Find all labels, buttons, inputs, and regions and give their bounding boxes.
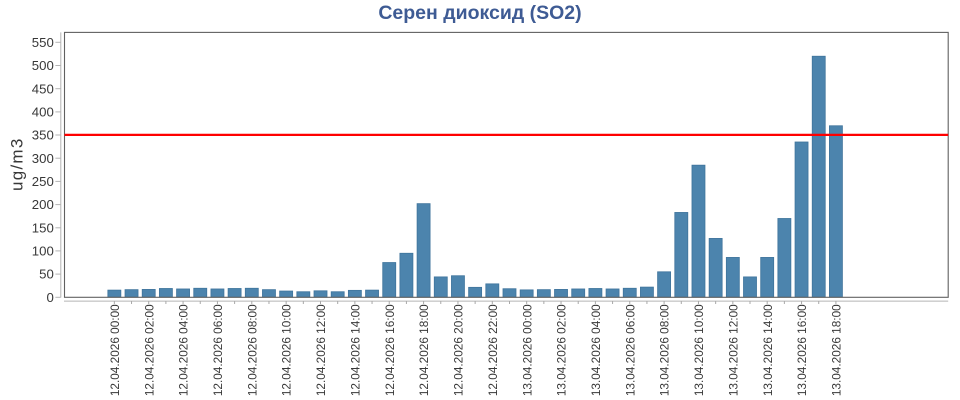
svg-text:13.04.2026 12:00: 13.04.2026 12:00 bbox=[726, 304, 740, 396]
svg-text:0: 0 bbox=[46, 290, 53, 305]
svg-text:200: 200 bbox=[32, 197, 54, 212]
svg-text:13.04.2026 04:00: 13.04.2026 04:00 bbox=[589, 304, 603, 396]
svg-text:ug/m3: ug/m3 bbox=[8, 137, 27, 191]
svg-text:12.04.2026 16:00: 12.04.2026 16:00 bbox=[383, 304, 397, 396]
svg-text:12.04.2026 22:00: 12.04.2026 22:00 bbox=[486, 304, 500, 396]
svg-text:300: 300 bbox=[32, 151, 54, 166]
svg-text:13.04.2026 00:00: 13.04.2026 00:00 bbox=[520, 304, 534, 396]
svg-text:13.04.2026 06:00: 13.04.2026 06:00 bbox=[623, 304, 637, 396]
svg-text:13.04.2026 14:00: 13.04.2026 14:00 bbox=[761, 304, 775, 396]
svg-text:12.04.2026 08:00: 12.04.2026 08:00 bbox=[245, 304, 259, 396]
svg-text:13.04.2026 18:00: 13.04.2026 18:00 bbox=[830, 304, 844, 396]
svg-text:12.04.2026 18:00: 12.04.2026 18:00 bbox=[417, 304, 431, 396]
svg-text:150: 150 bbox=[32, 220, 54, 235]
svg-text:12.04.2026 02:00: 12.04.2026 02:00 bbox=[142, 304, 156, 396]
svg-text:550: 550 bbox=[32, 35, 54, 50]
svg-text:13.04.2026 10:00: 13.04.2026 10:00 bbox=[692, 304, 706, 396]
svg-text:350: 350 bbox=[32, 128, 54, 143]
svg-text:13.04.2026 16:00: 13.04.2026 16:00 bbox=[795, 304, 809, 396]
svg-text:12.04.2026 06:00: 12.04.2026 06:00 bbox=[211, 304, 225, 396]
svg-text:12.04.2026 10:00: 12.04.2026 10:00 bbox=[280, 304, 294, 396]
svg-text:50: 50 bbox=[39, 267, 54, 282]
svg-text:12.04.2026 12:00: 12.04.2026 12:00 bbox=[314, 304, 328, 396]
svg-text:12.04.2026 00:00: 12.04.2026 00:00 bbox=[108, 304, 122, 396]
svg-text:13.04.2026 08:00: 13.04.2026 08:00 bbox=[658, 304, 672, 396]
svg-text:250: 250 bbox=[32, 174, 54, 189]
svg-text:100: 100 bbox=[32, 244, 54, 259]
svg-text:12.04.2026 20:00: 12.04.2026 20:00 bbox=[452, 304, 466, 396]
svg-text:12.04.2026 04:00: 12.04.2026 04:00 bbox=[177, 304, 191, 396]
svg-text:400: 400 bbox=[32, 105, 54, 120]
svg-text:12.04.2026 14:00: 12.04.2026 14:00 bbox=[348, 304, 362, 396]
svg-text:500: 500 bbox=[32, 58, 54, 73]
svg-text:13.04.2026 02:00: 13.04.2026 02:00 bbox=[555, 304, 569, 396]
svg-text:450: 450 bbox=[32, 81, 54, 96]
